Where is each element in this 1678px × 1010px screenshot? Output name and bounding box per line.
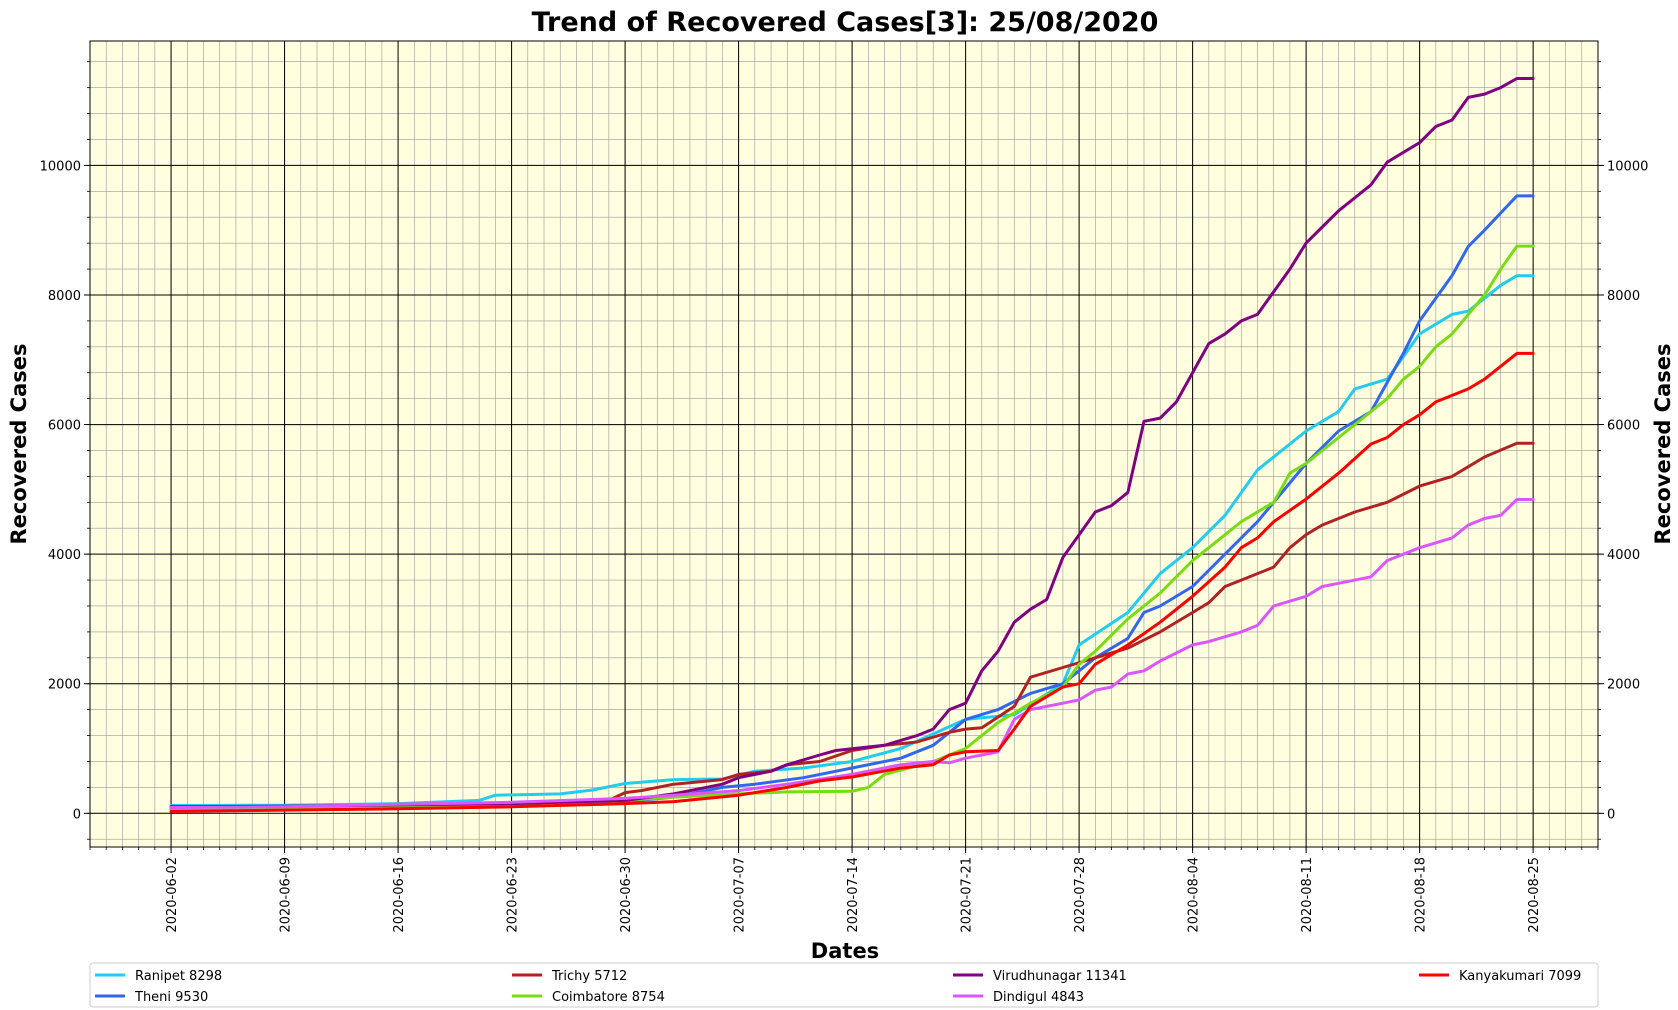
legend: Ranipet 8298 Theni 9530 Trichy 5712 Coimbat…	[89, 962, 1599, 1008]
y-tick-labels: 0 0 2000 2000 4000 4000 6000 6000 8000 8000 10000 1…	[40, 159, 1649, 822]
x-tick-label: 2020-06-30	[619, 857, 634, 933]
x-tick-label: 2020-06-02	[165, 857, 180, 933]
x-tick-label: 2020-06-16	[392, 857, 407, 933]
x-tick-label: 2020-07-21	[960, 857, 975, 933]
legend-label: Virudhunagar 11341	[993, 969, 1127, 984]
y-tick-label-right: 10000	[1607, 159, 1648, 174]
series-lines	[169, 77, 1535, 813]
axis-ticks	[84, 61, 1604, 853]
legend-label: Ranipet 8298	[135, 969, 222, 984]
x-tick-label: 2020-08-11	[1300, 857, 1315, 933]
y-tick-label-right: 2000	[1607, 678, 1640, 693]
y-axis-label: Recovered Cases	[7, 344, 31, 545]
x-tick-labels: 2020-06-02 2020-06-09 2020-06-16 2020-06-23…	[165, 857, 1542, 933]
y-tick-label: 0	[73, 807, 81, 822]
y-tick-label-right: 0	[1607, 807, 1615, 822]
series-line-2	[169, 441, 1535, 811]
x-tick-label: 2020-07-28	[1073, 857, 1088, 933]
legend-label: Dindigul 4843	[993, 990, 1084, 1005]
x-tick-label: 2020-07-14	[846, 857, 861, 933]
y-tick-label-right: 8000	[1607, 289, 1640, 304]
x-tick-label: 2020-06-23	[506, 857, 521, 933]
y-tick-label-right: 6000	[1607, 419, 1640, 434]
x-tick-label: 2020-08-18	[1414, 857, 1429, 933]
major-grid	[90, 41, 1598, 847]
series-line-6	[169, 351, 1535, 813]
chart-title: Trend of Recovered Cases[3]: 25/08/2020	[532, 7, 1159, 38]
legend-label: Coimbatore 8754	[552, 990, 665, 1005]
y-tick-label: 6000	[48, 419, 81, 434]
y-tick-label: 4000	[48, 548, 81, 563]
legend-label: Theni 9530	[134, 990, 208, 1005]
x-tick-label: 2020-06-09	[279, 857, 294, 933]
x-tick-label: 2020-08-04	[1187, 857, 1202, 933]
y-tick-label: 2000	[48, 678, 81, 693]
plot-area	[90, 41, 1598, 847]
y-axis-label-right: Recovered Cases	[1651, 344, 1675, 545]
y-tick-label: 10000	[40, 159, 81, 174]
y-tick-label-right: 4000	[1607, 548, 1640, 563]
series-line-4	[169, 77, 1535, 809]
y-tick-label: 8000	[48, 289, 81, 304]
legend-label: Kanyakumari 7099	[1459, 969, 1581, 984]
legend-label: Trichy 5712	[551, 969, 627, 984]
x-axis-label: Dates	[811, 939, 879, 963]
x-tick-label: 2020-08-25	[1527, 857, 1542, 933]
legend-box	[89, 962, 1599, 1008]
x-tick-label: 2020-07-07	[733, 857, 748, 933]
series-line-5	[169, 498, 1535, 809]
plot-frame	[89, 40, 1599, 848]
